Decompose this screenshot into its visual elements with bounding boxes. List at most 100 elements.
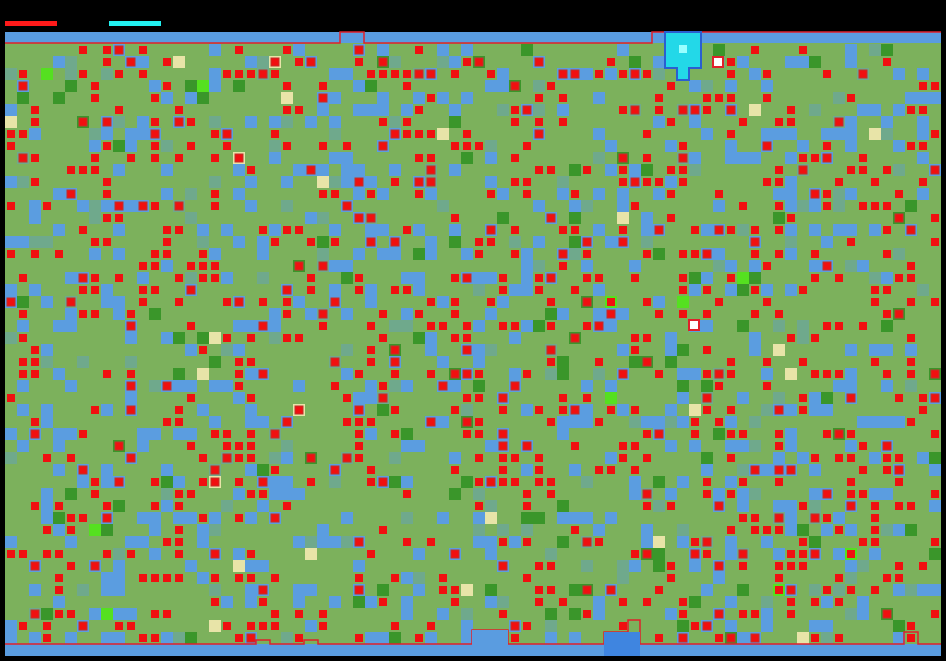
red-unit xyxy=(43,622,51,630)
red-unit xyxy=(763,358,771,366)
red-unit xyxy=(931,610,939,618)
red-unit xyxy=(199,454,207,462)
marsh-tile xyxy=(737,464,749,476)
water-tile xyxy=(653,296,665,308)
red-unit xyxy=(547,478,555,486)
water-tile xyxy=(53,428,65,440)
water-tile xyxy=(293,380,305,392)
red-unit xyxy=(511,322,519,330)
red-unit xyxy=(871,586,879,594)
red-unit xyxy=(427,322,435,330)
water-tile xyxy=(137,536,149,548)
red-unit xyxy=(607,298,615,306)
red-unit xyxy=(679,250,687,258)
red-unit xyxy=(871,502,879,510)
marsh-tile xyxy=(305,536,317,548)
water-tile xyxy=(521,260,533,272)
marsh-tile xyxy=(389,116,401,128)
red-unit xyxy=(835,598,843,606)
red-unit xyxy=(763,178,771,186)
red-unit xyxy=(31,154,39,162)
marsh-tile xyxy=(533,260,545,272)
red-unit xyxy=(667,562,675,570)
marsh-tile xyxy=(209,116,221,128)
marsh-tile xyxy=(329,176,341,188)
marsh-tile xyxy=(389,320,401,332)
red-unit xyxy=(234,297,244,307)
water-tile xyxy=(113,296,125,308)
forest-tile xyxy=(701,380,713,392)
marsh-tile xyxy=(869,44,881,56)
water-tile xyxy=(557,512,569,524)
water-tile xyxy=(569,464,581,476)
water-tile xyxy=(929,92,941,104)
water-tile xyxy=(905,92,917,104)
water-tile xyxy=(113,632,125,644)
water-tile xyxy=(557,416,569,428)
water-tile xyxy=(53,440,65,452)
forest-tile xyxy=(749,272,761,284)
sand-tile xyxy=(5,116,17,128)
red-unit xyxy=(811,154,819,162)
water-tile xyxy=(569,512,581,524)
red-unit xyxy=(414,69,424,79)
red-unit xyxy=(703,346,711,354)
water-tile xyxy=(137,440,149,452)
marsh-tile xyxy=(845,608,857,620)
red-unit xyxy=(690,549,700,559)
forest-tile xyxy=(113,140,125,152)
forest-tile xyxy=(389,632,401,644)
red-unit xyxy=(235,382,243,390)
water-tile xyxy=(89,140,101,152)
red-unit xyxy=(210,477,220,487)
water-tile xyxy=(365,392,377,404)
water-tile xyxy=(845,368,857,380)
water-tile xyxy=(605,164,617,176)
marsh-tile xyxy=(473,284,485,296)
red-unit xyxy=(775,430,783,438)
red-unit xyxy=(582,585,592,595)
red-unit xyxy=(67,166,75,174)
water-tile xyxy=(881,116,893,128)
water-tile xyxy=(53,464,65,476)
red-unit xyxy=(511,118,519,126)
red-unit xyxy=(91,94,99,102)
red-unit xyxy=(714,561,724,571)
water-tile xyxy=(773,500,785,512)
water-tile xyxy=(353,248,365,260)
red-unit xyxy=(307,478,315,486)
marsh-tile xyxy=(209,584,221,596)
red-unit xyxy=(78,273,88,283)
water-tile xyxy=(329,224,341,236)
water-tile xyxy=(401,380,413,392)
red-unit xyxy=(799,286,807,294)
water-tile xyxy=(173,512,185,524)
marsh-tile xyxy=(893,164,905,176)
red-unit xyxy=(535,94,543,102)
red-unit xyxy=(403,118,411,126)
red-unit xyxy=(283,310,291,318)
water-tile xyxy=(305,308,317,320)
red-unit xyxy=(643,598,651,606)
water-tile xyxy=(425,248,437,260)
water-tile xyxy=(773,452,785,464)
red-unit xyxy=(451,586,459,594)
marsh-tile xyxy=(761,596,773,608)
red-unit xyxy=(127,622,135,630)
water-tile xyxy=(761,80,773,92)
red-unit xyxy=(595,538,603,546)
water-tile xyxy=(905,344,917,356)
water-tile xyxy=(881,272,893,284)
water-tile xyxy=(629,476,641,488)
red-unit xyxy=(43,454,51,462)
red-unit xyxy=(439,322,447,330)
forest-tile xyxy=(545,308,557,320)
forest-tile xyxy=(485,584,497,596)
water-tile xyxy=(881,488,893,500)
red-unit xyxy=(355,430,363,438)
red-unit xyxy=(859,202,867,210)
red-unit xyxy=(643,178,651,186)
red-unit xyxy=(307,274,315,282)
water-tile xyxy=(209,380,221,392)
red-unit xyxy=(366,237,376,247)
